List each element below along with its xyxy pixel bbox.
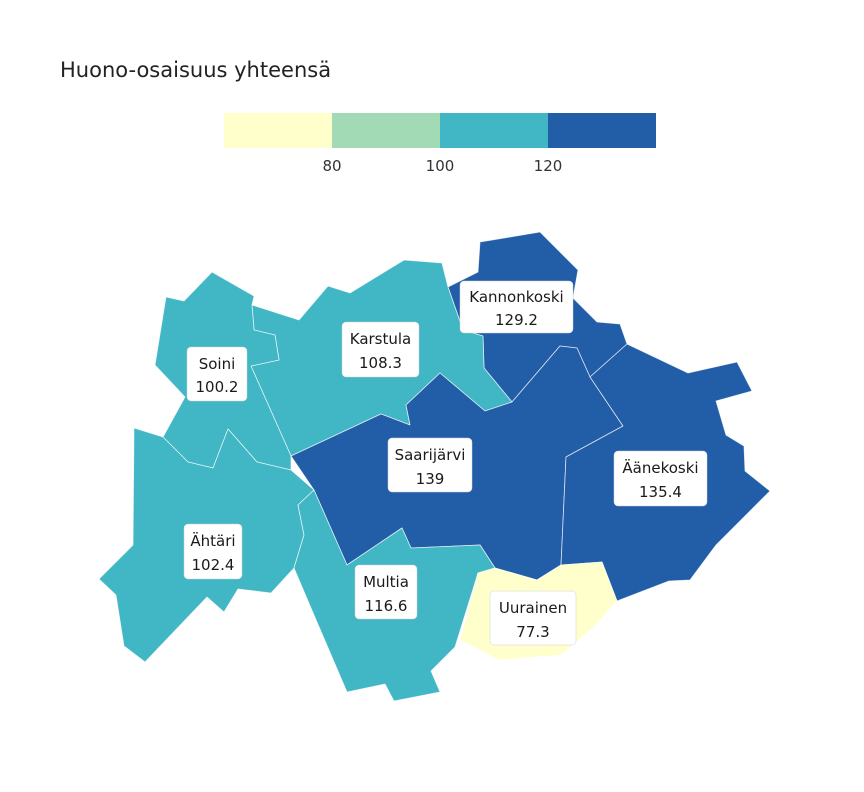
municipality-value: 129.2 bbox=[495, 311, 538, 329]
municipality-value: 102.4 bbox=[192, 556, 235, 574]
legend-swatch bbox=[332, 113, 440, 148]
label-multia: Multia 116.6 bbox=[354, 564, 418, 620]
municipality-value: 116.6 bbox=[365, 597, 408, 615]
label-uurainen: Uurainen 77.3 bbox=[489, 590, 577, 646]
municipality-name: Karstula bbox=[350, 330, 412, 348]
legend-tick-label: 100 bbox=[425, 157, 455, 175]
municipality-name: Soini bbox=[199, 355, 236, 373]
municipality-name: Saarijärvi bbox=[395, 446, 466, 464]
legend-tick-label: 80 bbox=[322, 157, 342, 175]
legend-swatch bbox=[440, 113, 548, 148]
page-title: Huono-osaisuus yhteensä bbox=[60, 58, 332, 82]
label-karstula: Karstula 108.3 bbox=[341, 321, 420, 378]
municipality-value: 77.3 bbox=[516, 623, 549, 641]
label-saarijarvi: Saarijärvi 139 bbox=[387, 437, 473, 493]
municipality-name: Multia bbox=[363, 573, 409, 591]
label-ahtari: Ähtäri 102.4 bbox=[183, 523, 243, 580]
municipality-value: 135.4 bbox=[639, 483, 682, 501]
municipality-name: Ähtäri bbox=[190, 531, 235, 550]
municipality-name: Äänekoski bbox=[622, 458, 698, 477]
municipality-value: 108.3 bbox=[359, 354, 402, 372]
municipality-value: 139 bbox=[416, 470, 445, 488]
legend-swatch bbox=[224, 113, 332, 148]
label-aanekoski: Äänekoski 135.4 bbox=[613, 450, 708, 507]
municipality-name: Kannonkoski bbox=[469, 288, 563, 306]
legend-tick-label: 120 bbox=[533, 157, 563, 175]
label-kannonkoski: Kannonkoski 129.2 bbox=[459, 280, 574, 334]
color-legend: 80 100 120 bbox=[224, 113, 656, 181]
legend-swatch bbox=[548, 113, 656, 148]
municipality-name: Uurainen bbox=[499, 599, 567, 617]
label-soini: Soini 100.2 bbox=[186, 346, 248, 402]
municipality-value: 100.2 bbox=[196, 378, 239, 396]
